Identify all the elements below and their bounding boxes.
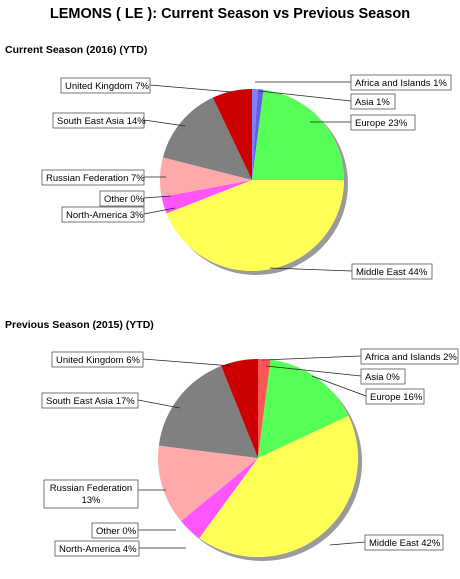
previous-label-asia: Asia 0%: [265, 365, 406, 385]
current-slice-europe: [252, 89, 344, 180]
current-season-title: Current Season (2016) (YTD): [5, 44, 148, 56]
current-slice-north-america: [161, 180, 252, 214]
previous-slice-africa-and-islands: [258, 359, 271, 458]
current-label-box-middle-east: [351, 263, 433, 280]
previous-label-box-africa-and-islands: [360, 348, 459, 365]
current-label-text-other: Other 0%: [104, 194, 145, 205]
current-label-text-europe: Europe 23%: [355, 118, 408, 129]
previous-label-box-south-east-asia: [41, 392, 139, 409]
previous-label-box-europe: [365, 388, 425, 405]
previous-label-middle-east: Middle East 42%: [329, 534, 444, 551]
previous-label-text-north-america: North-America 4%: [59, 544, 137, 555]
previous-label-box-united-kingdom: [51, 351, 144, 368]
current-label-united-kingdom: United Kingdom 7%: [60, 77, 233, 94]
previous-label-box-asia: [360, 368, 406, 385]
current-label-box-south-east-asia: [52, 112, 145, 129]
previous-leader-south-east-asia: [137, 399, 181, 409]
current-label-text-north-america: North-America 3%: [66, 210, 144, 221]
current-leader-south-east-asia: [143, 119, 186, 127]
current-slice-asia: [252, 89, 264, 180]
current-label-box-united-kingdom: [60, 77, 151, 94]
current-slice-united-kingdom: [212, 89, 252, 180]
current-label-south-east-asia: South East Asia 14%: [52, 112, 186, 129]
previous-slice-europe: [258, 359, 349, 458]
current-label-russian-federation: Russian Federation 7%: [41, 169, 166, 186]
current-label-box-asia: [350, 93, 396, 110]
current-label-box-other: [99, 190, 145, 207]
previous-slice-north-america: [180, 458, 258, 539]
previous-label-text-russian-federation: 13%: [81, 495, 101, 506]
previous-slice-middle-east: [199, 415, 358, 557]
previous-label-south-east-asia: South East Asia 17%: [41, 392, 181, 409]
current-label-text-united-kingdom: United Kingdom 7%: [65, 81, 150, 92]
previous-label-text-middle-east: Middle East 42%: [369, 538, 441, 549]
previous-label-text-asia: Asia 0%: [365, 372, 400, 383]
previous-leader-africa-and-islands: [261, 355, 362, 361]
current-label-box-europe: [350, 114, 416, 131]
previous-leader-middle-east: [329, 541, 366, 546]
previous-label-africa-and-islands: Africa and Islands 2%: [261, 348, 459, 365]
previous-label-box-other: [91, 522, 139, 539]
previous-leader-asia: [265, 365, 362, 377]
previous-label-other: Other 0%: [91, 522, 176, 539]
current-label-text-middle-east: Middle East 44%: [356, 267, 428, 278]
current-label-africa-and-islands: Africa and Islands 1%: [255, 74, 452, 91]
current-label-box-north-america: [61, 206, 145, 223]
current-label-north-america: North-America 3%: [61, 206, 176, 223]
current-leader-united-kingdom: [149, 84, 233, 93]
previous-label-box-russian-federation: [43, 479, 139, 509]
current-leader-asia: [258, 90, 352, 102]
previous-leader-united-kingdom: [142, 358, 233, 367]
previous-leader-europe: [311, 375, 367, 397]
current-label-middle-east: Middle East 44%: [269, 263, 433, 280]
chart-title: LEMONS ( LE ): Current Season vs Previou…: [49, 6, 411, 22]
previous-label-box-middle-east: [364, 534, 444, 551]
current-label-text-south-east-asia: South East Asia 14%: [57, 116, 146, 127]
previous-label-text-south-east-asia: South East Asia 17%: [46, 396, 135, 407]
current-slice-africa-and-islands: [252, 89, 258, 180]
current-leader-middle-east: [269, 267, 353, 272]
previous-label-text-united-kingdom: United Kingdom 6%: [56, 355, 141, 366]
previous-label-text-europe: Europe 16%: [370, 392, 423, 403]
current-label-text-africa-and-islands: Africa and Islands 1%: [355, 78, 447, 89]
previous-slice-russian-federation: [158, 445, 258, 522]
previous-slice-south-east-asia: [158, 365, 258, 458]
previous-label-north-america: North-America 4%: [54, 540, 186, 557]
current-slice-middle-east: [166, 180, 344, 272]
current-pie: [160, 89, 348, 275]
previous-label-text-russian-federation: Russian Federation: [50, 483, 132, 494]
previous-label-text-africa-and-islands: Africa and Islands 2%: [365, 352, 457, 363]
previous-pie: [158, 359, 362, 561]
current-label-box-russian-federation: [41, 169, 145, 186]
previous-season-title: Previous Season (2015) (YTD): [5, 319, 154, 331]
current-slice-south-east-asia: [162, 97, 252, 180]
current-label-asia: Asia 1%: [258, 90, 396, 110]
current-leader-other: [143, 195, 172, 199]
current-slice-russian-federation: [160, 157, 252, 198]
previous-label-text-other: Other 0%: [96, 526, 137, 537]
current-leader-north-america: [143, 207, 176, 215]
current-label-text-russian-federation: Russian Federation 7%: [46, 173, 145, 184]
previous-label-europe: Europe 16%: [311, 375, 425, 405]
previous-slice-united-kingdom: [221, 359, 258, 458]
current-label-europe: Europe 23%: [310, 114, 416, 131]
current-label-box-africa-and-islands: [350, 74, 452, 91]
previous-label-box-north-america: [54, 540, 140, 557]
current-label-text-asia: Asia 1%: [355, 97, 390, 108]
current-label-other: Other 0%: [99, 190, 172, 207]
previous-label-united-kingdom: United Kingdom 6%: [51, 351, 233, 368]
